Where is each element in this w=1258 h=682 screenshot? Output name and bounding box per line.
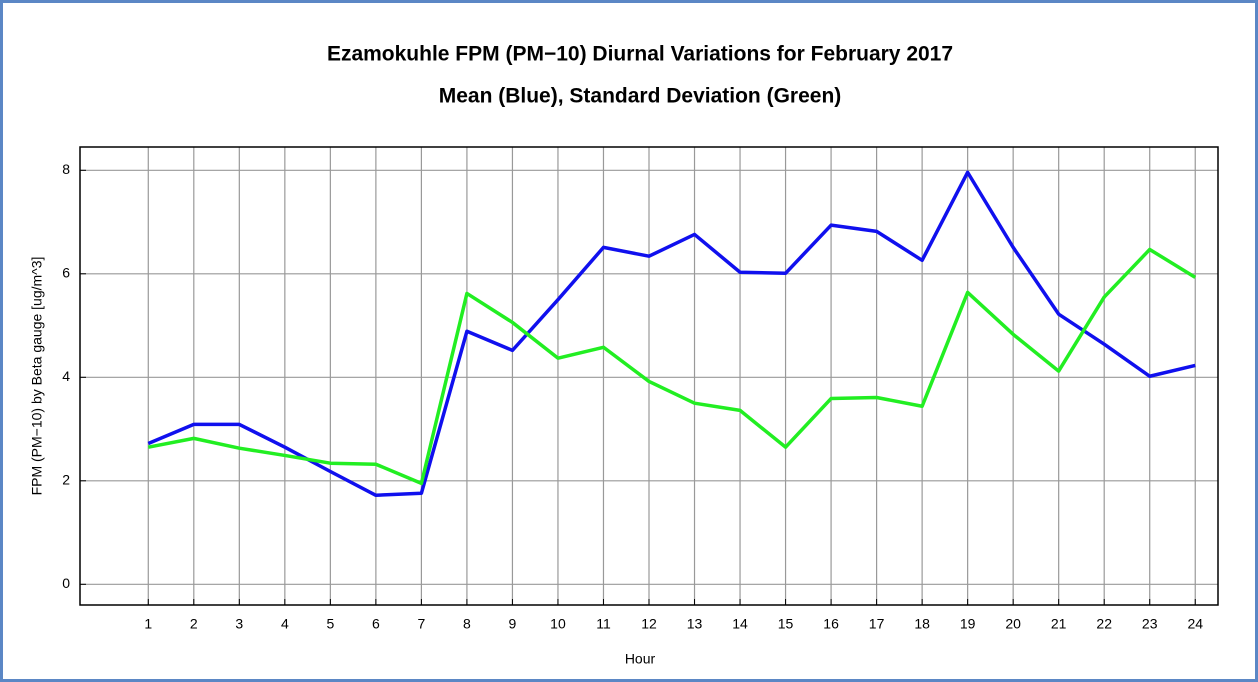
series-line — [147, 170, 1196, 498]
x-tick-label: 2 — [190, 616, 198, 632]
x-tick-label: 22 — [1096, 616, 1112, 632]
chart-title: Ezamokuhle FPM (PM−10) Diurnal Variation… — [327, 43, 953, 66]
x-tick-label: 15 — [778, 616, 794, 632]
x-tick-label: 3 — [235, 616, 243, 632]
x-tick-label: 20 — [1005, 616, 1021, 632]
x-tick-label: 7 — [418, 616, 426, 632]
y-tick-label: 6 — [62, 264, 70, 280]
y-axis-label: FPM (PM−10) by Beta gauge [ug/m^3] — [29, 257, 45, 496]
y-tick-label: 8 — [62, 161, 70, 177]
x-tick-label: 23 — [1142, 616, 1158, 632]
x-axis-label: Hour — [625, 651, 656, 667]
x-tick-label: 4 — [281, 616, 289, 632]
plot-area — [79, 146, 1219, 606]
x-tick-label: 6 — [372, 616, 380, 632]
y-tick-label: 4 — [62, 368, 70, 384]
x-tick-label: 12 — [641, 616, 657, 632]
x-tick-label: 24 — [1187, 616, 1203, 632]
x-tick-label: 17 — [869, 616, 885, 632]
x-tick-label: 8 — [463, 616, 471, 632]
x-tick-label: 5 — [326, 616, 334, 632]
x-tick-label: 21 — [1051, 616, 1067, 632]
x-tick-label: 18 — [914, 616, 930, 632]
x-tick-label: 11 — [596, 616, 611, 632]
x-tick-label: 13 — [687, 616, 703, 632]
x-tick-label: 1 — [144, 616, 152, 632]
y-tick-label: 0 — [62, 575, 70, 591]
x-tick-label: 14 — [732, 616, 748, 632]
series-line — [147, 247, 1197, 486]
x-tick-label: 16 — [823, 616, 839, 632]
y-tick-label: 2 — [62, 471, 70, 487]
x-tick-label: 10 — [550, 616, 566, 632]
x-tick-label: 19 — [960, 616, 976, 632]
x-tick-label: 9 — [509, 616, 517, 632]
chart-subtitle: Mean (Blue), Standard Deviation (Green) — [439, 85, 842, 108]
